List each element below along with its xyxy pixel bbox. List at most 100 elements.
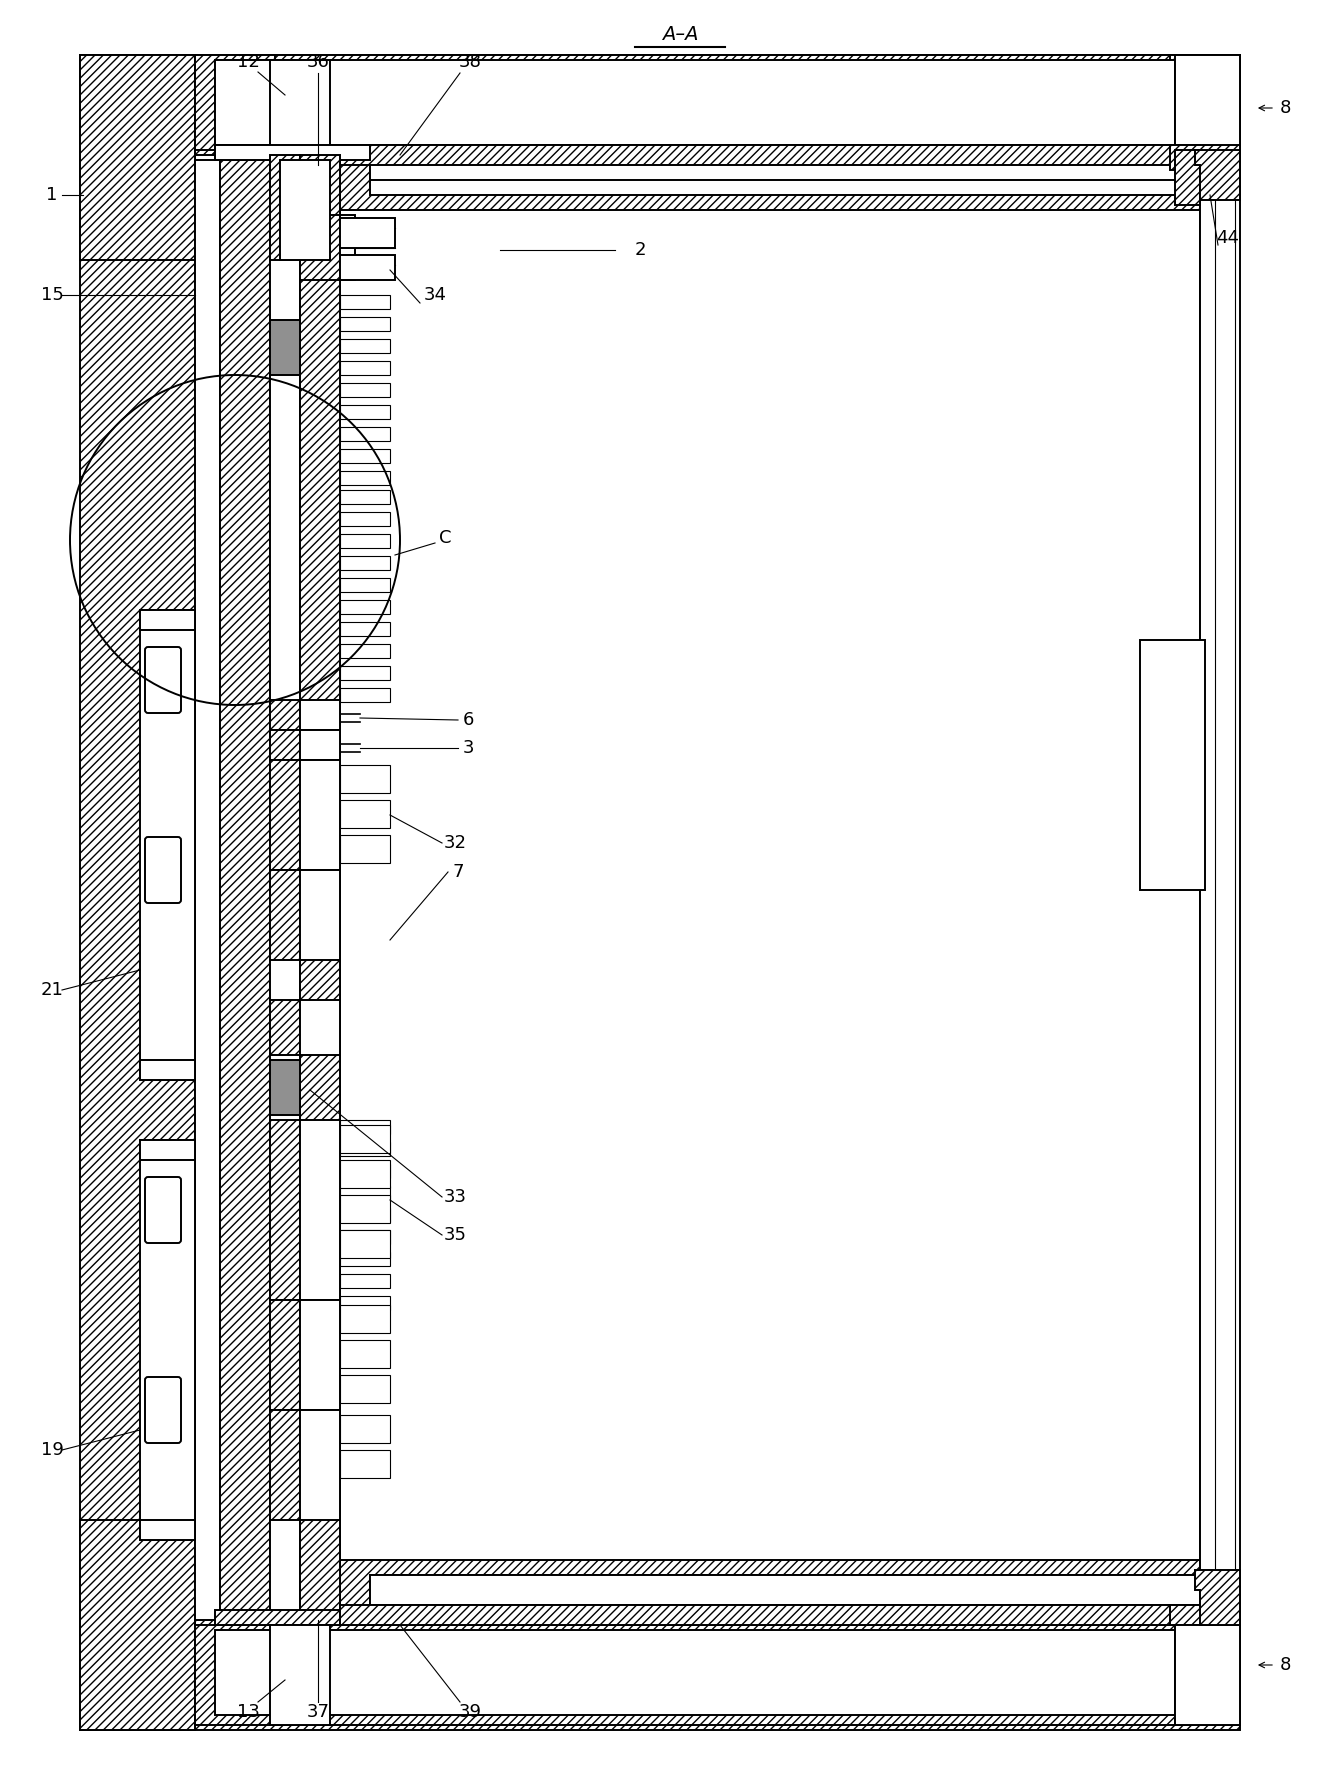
Bar xyxy=(340,295,390,309)
Bar xyxy=(300,215,340,280)
Text: 15: 15 xyxy=(41,286,63,304)
Bar xyxy=(270,1060,300,1115)
Bar xyxy=(300,870,340,960)
Bar xyxy=(340,1415,390,1443)
Bar xyxy=(270,730,300,760)
Bar xyxy=(340,1450,390,1479)
Text: 2: 2 xyxy=(635,241,645,259)
Bar xyxy=(340,1251,390,1266)
Bar xyxy=(340,1195,390,1223)
Bar xyxy=(148,840,178,900)
Bar xyxy=(340,1376,390,1402)
Bar xyxy=(270,1299,300,1409)
Text: 12: 12 xyxy=(237,53,259,71)
Text: 36: 36 xyxy=(307,53,329,71)
Bar xyxy=(300,730,340,760)
Text: C: C xyxy=(439,529,452,547)
Bar xyxy=(300,154,340,259)
Bar xyxy=(300,151,340,1621)
Bar xyxy=(340,1296,390,1310)
Text: 38: 38 xyxy=(458,53,482,71)
Bar xyxy=(1175,55,1241,154)
Bar xyxy=(270,1120,300,1299)
Bar xyxy=(270,1409,300,1519)
Text: 34: 34 xyxy=(424,286,446,304)
FancyBboxPatch shape xyxy=(145,838,180,903)
Bar xyxy=(270,699,300,730)
Bar xyxy=(340,490,390,504)
Bar xyxy=(80,1519,195,1731)
Bar xyxy=(215,1629,1175,1715)
Bar xyxy=(1175,151,1200,204)
Bar xyxy=(140,611,195,630)
Text: 37: 37 xyxy=(307,1702,329,1722)
Bar xyxy=(340,1274,390,1289)
Bar xyxy=(148,1180,178,1241)
Bar xyxy=(270,151,300,1621)
Bar xyxy=(340,360,390,375)
Bar xyxy=(340,1164,390,1179)
Bar xyxy=(340,1230,390,1258)
Bar xyxy=(1175,55,1241,154)
Bar xyxy=(1169,1605,1241,1624)
Text: A–A: A–A xyxy=(661,25,698,44)
Bar xyxy=(300,699,340,730)
Bar xyxy=(340,579,390,593)
Text: 19: 19 xyxy=(41,1441,63,1459)
Text: 13: 13 xyxy=(237,1702,259,1722)
Bar xyxy=(370,1574,1200,1605)
Text: 35: 35 xyxy=(444,1227,466,1244)
Bar xyxy=(340,318,390,330)
FancyBboxPatch shape xyxy=(145,1377,180,1443)
FancyBboxPatch shape xyxy=(145,648,180,714)
Bar xyxy=(340,1141,390,1156)
Bar xyxy=(1200,151,1241,1621)
Bar xyxy=(215,146,340,160)
Bar xyxy=(340,1125,390,1154)
Bar xyxy=(195,55,275,151)
Bar xyxy=(270,1624,331,1725)
Bar xyxy=(140,1060,195,1079)
Text: 1: 1 xyxy=(46,186,58,204)
Bar xyxy=(270,870,300,960)
Bar xyxy=(215,146,370,160)
Bar xyxy=(370,1574,1200,1621)
Bar xyxy=(340,1605,1200,1624)
Bar xyxy=(215,60,1175,146)
Bar xyxy=(270,760,300,870)
Bar xyxy=(340,600,390,614)
Bar xyxy=(80,55,195,259)
Bar xyxy=(340,146,1200,165)
Bar xyxy=(80,55,195,1731)
Bar xyxy=(340,1305,390,1333)
Bar xyxy=(300,760,340,870)
Bar xyxy=(340,511,390,525)
Bar xyxy=(340,151,1200,1621)
Bar xyxy=(370,151,1200,179)
Bar xyxy=(340,1230,390,1244)
Bar xyxy=(340,449,390,463)
Text: 8: 8 xyxy=(1279,99,1291,117)
Bar xyxy=(340,1161,390,1187)
Bar xyxy=(340,151,1200,209)
Bar xyxy=(195,55,1200,151)
Bar xyxy=(1175,1624,1241,1725)
Bar xyxy=(300,999,340,1054)
Bar xyxy=(370,151,1200,195)
Polygon shape xyxy=(1195,1571,1241,1624)
Bar xyxy=(300,1299,340,1409)
FancyBboxPatch shape xyxy=(145,1177,180,1242)
Bar xyxy=(340,215,356,280)
Bar xyxy=(80,55,1241,151)
Bar xyxy=(140,1519,195,1541)
Bar xyxy=(340,644,390,659)
Bar xyxy=(215,1610,340,1624)
Bar xyxy=(1169,146,1241,170)
Bar xyxy=(340,470,390,485)
Bar xyxy=(340,1209,390,1221)
Bar xyxy=(220,151,270,1621)
Text: 44: 44 xyxy=(1217,229,1239,247)
Bar xyxy=(340,801,390,827)
Bar xyxy=(220,160,270,1621)
Polygon shape xyxy=(1195,151,1241,201)
